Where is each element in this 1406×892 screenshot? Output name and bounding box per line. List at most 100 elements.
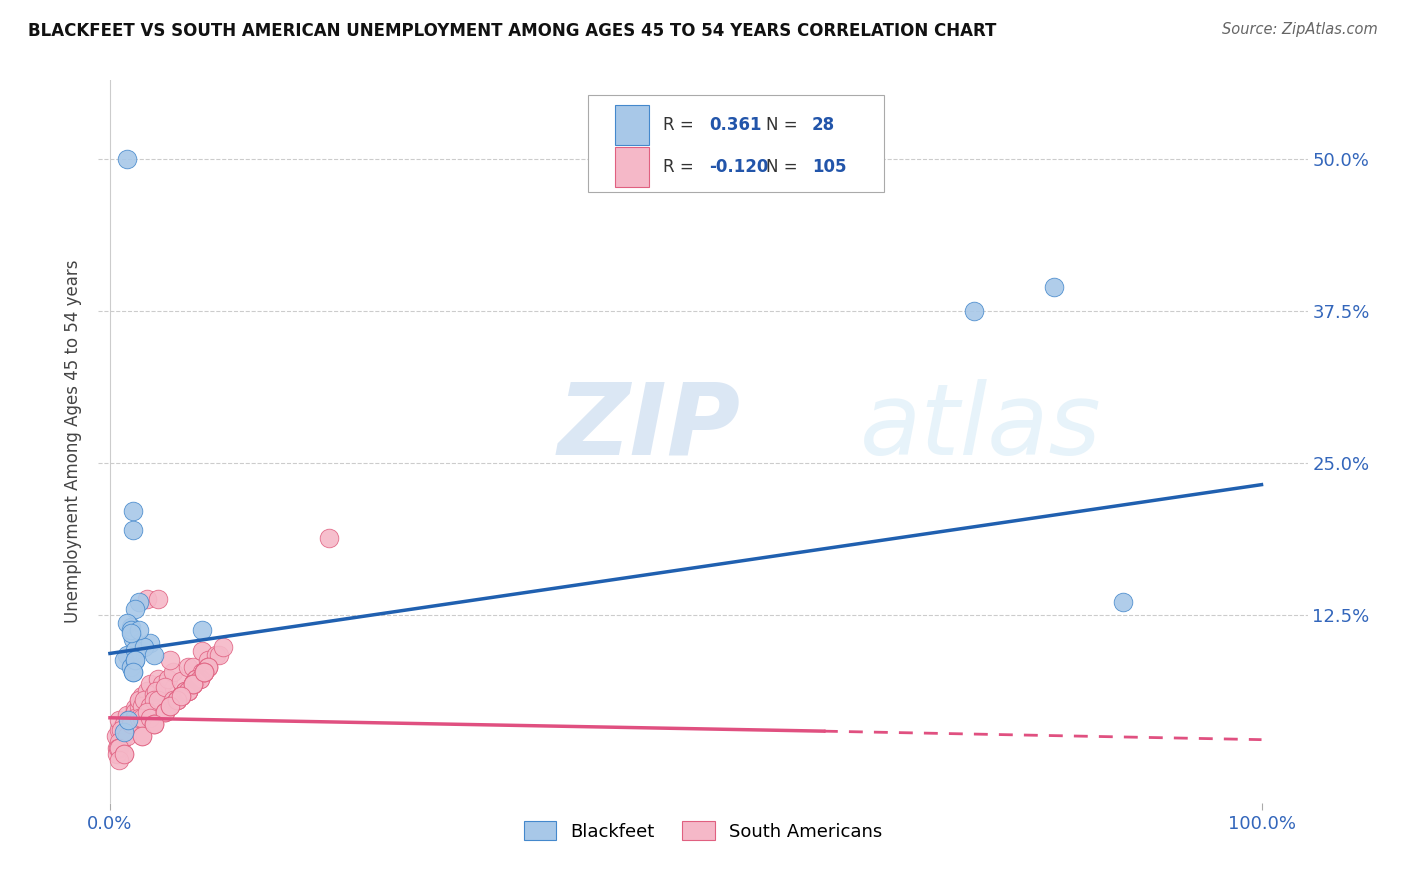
- Point: [131, 689, 153, 703]
- Point: [124, 705, 146, 719]
- Text: 0.361: 0.361: [709, 116, 762, 134]
- Point: [197, 652, 219, 666]
- FancyBboxPatch shape: [614, 105, 648, 145]
- Point: [193, 665, 215, 679]
- Point: [131, 729, 153, 743]
- Point: [156, 672, 179, 686]
- Point: [107, 741, 129, 756]
- Point: [148, 591, 170, 606]
- Point: [170, 689, 193, 703]
- Point: [173, 684, 195, 698]
- Point: [211, 640, 233, 655]
- Text: R =: R =: [664, 158, 693, 176]
- Text: Source: ZipAtlas.com: Source: ZipAtlas.com: [1222, 22, 1378, 37]
- Point: [177, 660, 200, 674]
- Point: [128, 711, 150, 725]
- Point: [177, 684, 200, 698]
- Text: ZIP: ZIP: [558, 378, 741, 475]
- Point: [148, 692, 170, 706]
- Point: [120, 625, 142, 640]
- Point: [191, 624, 214, 638]
- Point: [124, 701, 146, 715]
- Text: N =: N =: [766, 116, 797, 134]
- Point: [115, 708, 138, 723]
- Point: [128, 624, 150, 638]
- Point: [134, 692, 156, 706]
- Point: [177, 684, 200, 698]
- Y-axis label: Unemployment Among Ages 45 to 54 years: Unemployment Among Ages 45 to 54 years: [65, 260, 83, 624]
- Point: [135, 684, 157, 698]
- Point: [139, 677, 162, 691]
- Point: [159, 698, 181, 713]
- Point: [112, 747, 135, 762]
- Text: N =: N =: [766, 158, 797, 176]
- Point: [120, 711, 142, 725]
- Point: [131, 729, 153, 743]
- Point: [181, 677, 204, 691]
- Point: [186, 672, 208, 686]
- Point: [162, 665, 184, 679]
- Point: [186, 672, 208, 686]
- Point: [131, 698, 153, 713]
- Point: [142, 686, 165, 700]
- Point: [197, 660, 219, 674]
- Point: [193, 665, 215, 679]
- Point: [208, 648, 231, 662]
- Point: [181, 677, 204, 691]
- Point: [112, 652, 135, 666]
- Point: [110, 735, 132, 749]
- Point: [124, 711, 146, 725]
- Point: [142, 717, 165, 731]
- Point: [142, 717, 165, 731]
- Point: [108, 723, 131, 737]
- Point: [155, 681, 177, 695]
- Point: [131, 711, 153, 725]
- Text: -0.120: -0.120: [709, 158, 769, 176]
- Point: [124, 652, 146, 666]
- Text: R =: R =: [664, 116, 693, 134]
- Point: [112, 729, 135, 743]
- Point: [105, 747, 128, 762]
- Point: [115, 729, 138, 743]
- Point: [117, 713, 139, 727]
- Point: [188, 672, 211, 686]
- Point: [115, 648, 138, 662]
- Point: [139, 635, 162, 649]
- Point: [108, 741, 131, 756]
- Point: [150, 677, 173, 691]
- Point: [166, 692, 188, 706]
- Point: [181, 660, 204, 674]
- Point: [145, 684, 167, 698]
- Point: [104, 729, 127, 743]
- Point: [122, 665, 145, 679]
- Point: [205, 648, 228, 662]
- Point: [124, 601, 146, 615]
- Point: [181, 677, 204, 691]
- Point: [181, 677, 204, 691]
- Point: [1112, 595, 1135, 609]
- Point: [166, 692, 188, 706]
- Point: [159, 698, 181, 713]
- Point: [191, 644, 214, 658]
- Point: [962, 304, 984, 318]
- Point: [134, 640, 156, 655]
- Text: atlas: atlas: [860, 378, 1102, 475]
- Point: [139, 711, 162, 725]
- Point: [155, 705, 177, 719]
- Point: [112, 717, 135, 731]
- Point: [170, 689, 193, 703]
- Point: [128, 692, 150, 706]
- Point: [166, 692, 188, 706]
- Point: [159, 652, 181, 666]
- Point: [1043, 279, 1066, 293]
- Point: [120, 717, 142, 731]
- Point: [193, 665, 215, 679]
- Point: [186, 672, 208, 686]
- Point: [122, 632, 145, 646]
- Point: [188, 672, 211, 686]
- Point: [142, 717, 165, 731]
- Point: [128, 692, 150, 706]
- Point: [105, 741, 128, 756]
- Point: [170, 689, 193, 703]
- Text: 28: 28: [811, 116, 835, 134]
